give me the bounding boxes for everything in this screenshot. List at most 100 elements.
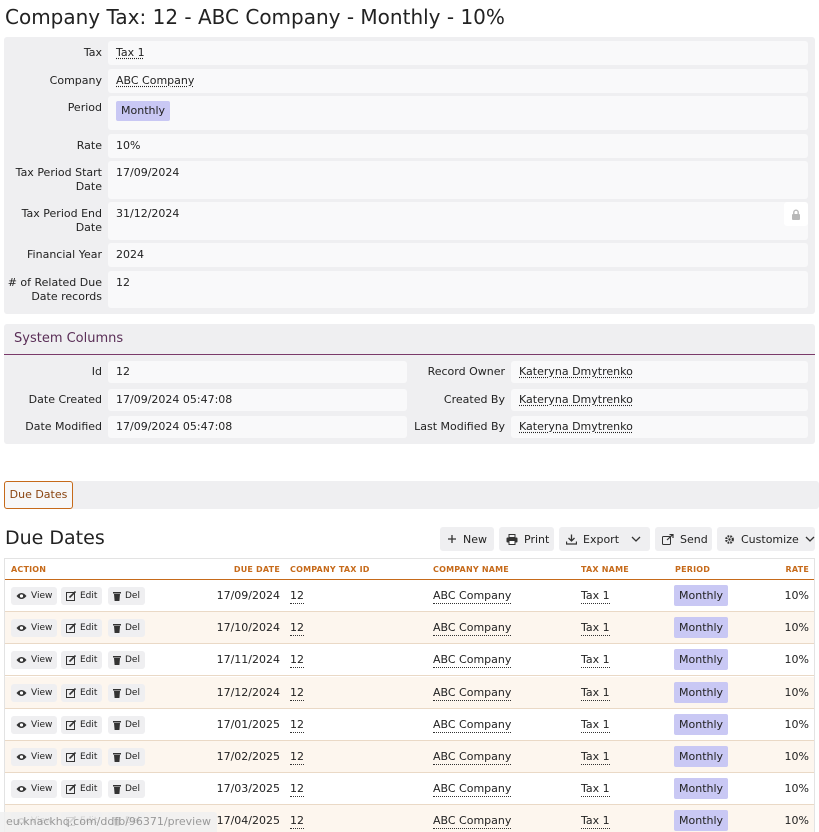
col-company-tax-id[interactable]: COMPANY TAX ID xyxy=(290,565,370,574)
col-tax-name[interactable]: TAX NAME xyxy=(581,565,629,574)
edit-button[interactable]: Edit xyxy=(61,748,103,766)
edit-icon xyxy=(66,591,76,601)
cell-company-name[interactable]: ABC Company xyxy=(433,653,512,669)
delete-button[interactable]: Del xyxy=(108,619,145,638)
edit-label: Edit xyxy=(80,591,98,601)
col-due-date[interactable]: DUE DATE xyxy=(233,565,280,574)
new-button[interactable]: New xyxy=(440,527,494,551)
cell-tax-name[interactable]: Tax 1 xyxy=(581,685,610,701)
field-financial-year: Financial Year 2024 xyxy=(4,243,815,267)
period-start-value: 17/09/2024 xyxy=(116,166,180,179)
related-records-value: 12 xyxy=(116,276,130,289)
label-last-modified-by: Last Modified By xyxy=(414,420,505,433)
view-label: View xyxy=(31,752,53,762)
system-columns-header[interactable]: System Columns xyxy=(4,324,815,355)
cell-company-name[interactable]: ABC Company xyxy=(433,685,512,701)
table-row: View Edit Del 17/03/2025 12 ABC Company Tax 1 M… xyxy=(5,773,814,806)
tax-link[interactable]: Tax 1 xyxy=(116,46,145,59)
col-company-name[interactable]: COMPANY NAME xyxy=(433,565,509,574)
last-modified-by-link[interactable]: Kateryna Dmytrenko xyxy=(519,420,633,433)
cell-due-date: 17/02/2025 xyxy=(216,750,280,763)
plus-icon xyxy=(448,535,456,543)
delete-button[interactable]: Del xyxy=(108,651,145,670)
cell-company-tax-id[interactable]: 12 xyxy=(290,814,304,830)
cell-company-name[interactable]: ABC Company xyxy=(433,621,512,637)
tab-due-dates[interactable]: Due Dates xyxy=(4,481,73,509)
export-button[interactable]: Export xyxy=(559,527,650,551)
edit-icon xyxy=(66,623,76,634)
cell-company-tax-id[interactable]: 12 xyxy=(290,782,304,798)
cell-tax-name[interactable]: Tax 1 xyxy=(581,653,610,669)
print-button[interactable]: Print xyxy=(499,527,554,551)
record-owner-link[interactable]: Kateryna Dmytrenko xyxy=(519,365,633,378)
edit-button[interactable]: Edit xyxy=(61,587,103,605)
download-icon xyxy=(566,534,577,545)
detail-panel: Tax Tax 1 Company ABC Company Period Mon… xyxy=(4,37,815,314)
view-button[interactable]: View xyxy=(11,715,58,734)
delete-button[interactable]: Del xyxy=(108,715,145,734)
cell-tax-name[interactable]: Tax 1 xyxy=(581,814,610,830)
col-action[interactable]: ACTION xyxy=(11,565,47,574)
cell-company-tax-id[interactable]: 12 xyxy=(290,653,304,669)
field-related-records: # of Related Due Date records 12 xyxy=(4,271,815,308)
view-label: View xyxy=(31,623,53,634)
cell-company-tax-id[interactable]: 12 xyxy=(290,589,304,604)
cell-tax-name[interactable]: Tax 1 xyxy=(581,750,610,765)
view-button[interactable]: View xyxy=(11,748,58,766)
col-period[interactable]: PERIOD xyxy=(675,565,711,574)
lock-button[interactable] xyxy=(784,202,808,226)
cell-period-chip: Monthly xyxy=(674,681,729,703)
eye-icon xyxy=(16,754,27,760)
col-rate[interactable]: RATE xyxy=(785,565,809,574)
cell-company-name[interactable]: ABC Company xyxy=(433,814,512,830)
field-value-company: ABC Company xyxy=(108,69,808,93)
view-button[interactable]: View xyxy=(11,619,58,638)
cell-period-chip: Monthly xyxy=(674,810,729,832)
field-value-period-start: 17/09/2024 xyxy=(108,161,808,199)
edit-label: Edit xyxy=(80,623,98,634)
edit-button[interactable]: Edit xyxy=(61,619,103,638)
field-label-rate: Rate xyxy=(76,139,102,152)
cell-company-name[interactable]: ABC Company xyxy=(433,782,512,798)
value-created-by: Kateryna Dmytrenko xyxy=(511,389,808,411)
edit-button[interactable]: Edit xyxy=(61,651,103,670)
cell-tax-name[interactable]: Tax 1 xyxy=(581,621,610,637)
edit-icon xyxy=(66,687,76,698)
delete-button[interactable]: Del xyxy=(108,748,145,766)
label-date-created: Date Created xyxy=(28,393,102,406)
view-button[interactable]: View xyxy=(11,587,58,605)
cell-tax-name[interactable]: Tax 1 xyxy=(581,782,610,798)
view-button[interactable]: View xyxy=(11,780,58,799)
edit-button[interactable]: Edit xyxy=(61,780,103,799)
edit-button[interactable]: Edit xyxy=(61,715,103,734)
cell-company-tax-id[interactable]: 12 xyxy=(290,621,304,637)
created-by-link[interactable]: Kateryna Dmytrenko xyxy=(519,393,633,406)
printer-icon xyxy=(506,533,518,545)
cell-tax-name[interactable]: Tax 1 xyxy=(581,717,610,733)
view-button[interactable]: View xyxy=(11,683,58,702)
value-date-modified: 17/09/2024 05:47:08 xyxy=(108,416,407,438)
table-header: ACTION DUE DATE COMPANY TAX ID COMPANY N… xyxy=(5,559,814,580)
cell-company-tax-id[interactable]: 12 xyxy=(290,750,304,765)
delete-button[interactable]: Del xyxy=(108,780,145,799)
company-link[interactable]: ABC Company xyxy=(116,74,195,87)
customize-label: Customize xyxy=(741,532,799,546)
value-last-modified-by: Kateryna Dmytrenko xyxy=(511,416,808,438)
delete-button[interactable]: Del xyxy=(108,683,145,702)
cell-company-name[interactable]: ABC Company xyxy=(433,717,512,733)
view-label: View xyxy=(31,719,53,730)
cell-company-tax-id[interactable]: 12 xyxy=(290,685,304,701)
send-button[interactable]: Send xyxy=(655,527,712,551)
cell-company-name[interactable]: ABC Company xyxy=(433,750,512,765)
cell-company-tax-id[interactable]: 12 xyxy=(290,717,304,733)
delete-button[interactable]: Del xyxy=(108,587,145,605)
edit-icon xyxy=(66,719,76,730)
view-button[interactable]: View xyxy=(11,651,58,670)
cell-tax-name[interactable]: Tax 1 xyxy=(581,589,610,604)
label-line: Date xyxy=(75,221,102,234)
customize-button[interactable]: Customize xyxy=(717,527,815,551)
edit-button[interactable]: Edit xyxy=(61,683,103,702)
date-created-value: 17/09/2024 05:47:08 xyxy=(116,393,233,406)
cell-company-name[interactable]: ABC Company xyxy=(433,589,512,604)
trash-icon xyxy=(113,624,121,634)
